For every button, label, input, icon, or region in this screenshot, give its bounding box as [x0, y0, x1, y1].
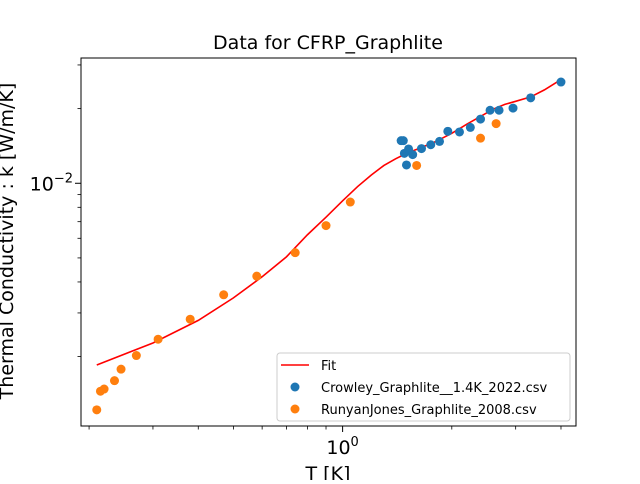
x-tick-label: 100 [326, 435, 358, 459]
legend-label: Fit [321, 359, 336, 374]
legend-marker-swatch [290, 404, 300, 414]
data-point [491, 119, 501, 129]
data-point [412, 160, 422, 170]
data-point [556, 77, 566, 87]
data-point [99, 384, 109, 394]
data-point [508, 103, 518, 113]
data-point [321, 221, 331, 231]
legend-label: RunyanJones_Graphlite_2008.csv [321, 403, 537, 418]
data-point [290, 248, 300, 258]
data-point [526, 93, 536, 103]
data-point [92, 405, 102, 415]
data-point [398, 136, 408, 146]
y-axis-label: Thermal Conductivity : k [W/m/K] [0, 83, 18, 401]
data-point [401, 160, 411, 170]
data-point [494, 105, 504, 115]
data-point [443, 126, 453, 136]
data-point [454, 127, 464, 137]
legend-label: Crowley_Graphlite__1.4K_2022.csv [321, 381, 548, 396]
data-point [185, 314, 195, 324]
data-point [416, 144, 426, 154]
data-point [465, 122, 475, 132]
data-point [252, 271, 262, 281]
data-point [435, 136, 445, 146]
data-point [476, 114, 486, 124]
legend: Fit Crowley_Graphlite__1.4K_2022.csv Runya… [276, 352, 571, 422]
data-point [153, 334, 163, 344]
legend-box [276, 352, 571, 422]
data-point [408, 150, 418, 160]
data-point [426, 140, 436, 150]
data-point [219, 290, 229, 300]
data-point [116, 364, 126, 374]
y-tick-label: 10−2 [30, 171, 73, 195]
plot-frame [80, 57, 577, 427]
plot-area: 100 10−2 [30, 57, 577, 459]
x-axis-label: T [K] [305, 463, 351, 480]
data-point [131, 351, 141, 361]
chart-title: Data for CFRP_Graphlite [213, 32, 443, 54]
data-point [485, 105, 495, 115]
data-point [476, 133, 486, 143]
data-point [345, 197, 355, 207]
data-point [109, 376, 119, 386]
legend-marker-swatch [290, 382, 300, 392]
